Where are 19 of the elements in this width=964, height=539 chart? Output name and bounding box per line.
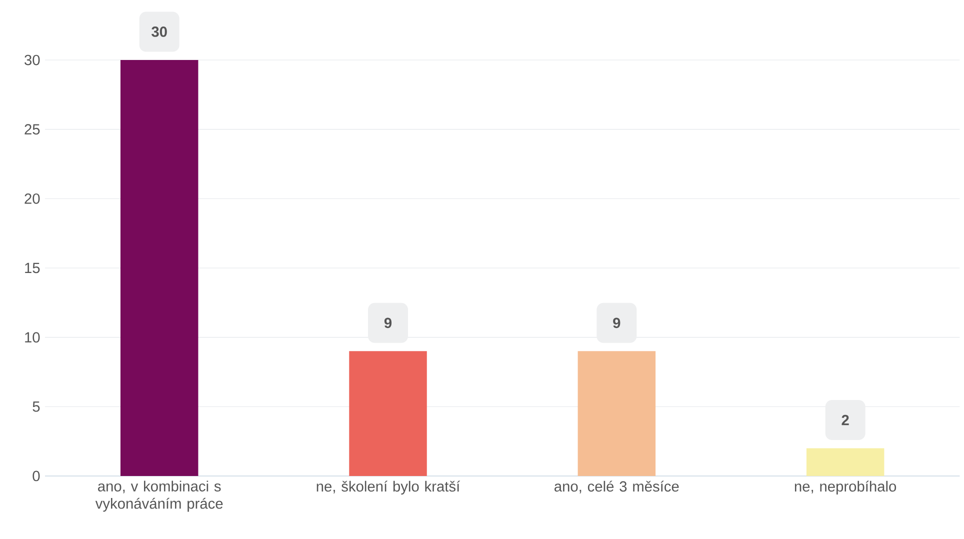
bar — [578, 351, 656, 476]
x-tick-label: ano, v kombinaci s vykonáváním práce — [95, 480, 223, 512]
data-label: 9 — [384, 318, 392, 328]
y-tick-label: 25 — [24, 124, 40, 135]
x-tick-label: ne, neprobíhalo — [794, 480, 896, 495]
bar — [349, 351, 427, 476]
y-tick-label: 5 — [32, 402, 40, 412]
bar — [806, 448, 884, 476]
data-label: 9 — [613, 318, 620, 328]
y-tick-label: 10 — [25, 332, 40, 343]
y-tick-label: 15 — [25, 262, 40, 274]
x-tick-label: ne, školení bylo kratší — [316, 480, 460, 495]
y-tick-label: 30 — [24, 54, 40, 66]
data-label: 30 — [152, 26, 167, 37]
data-label: 2 — [842, 414, 849, 426]
y-tick-label: 20 — [24, 193, 40, 204]
x-tick-label: ano, celé 3 měsíce — [554, 480, 679, 494]
bar — [120, 60, 198, 476]
y-tick-label: 0 — [32, 470, 40, 482]
